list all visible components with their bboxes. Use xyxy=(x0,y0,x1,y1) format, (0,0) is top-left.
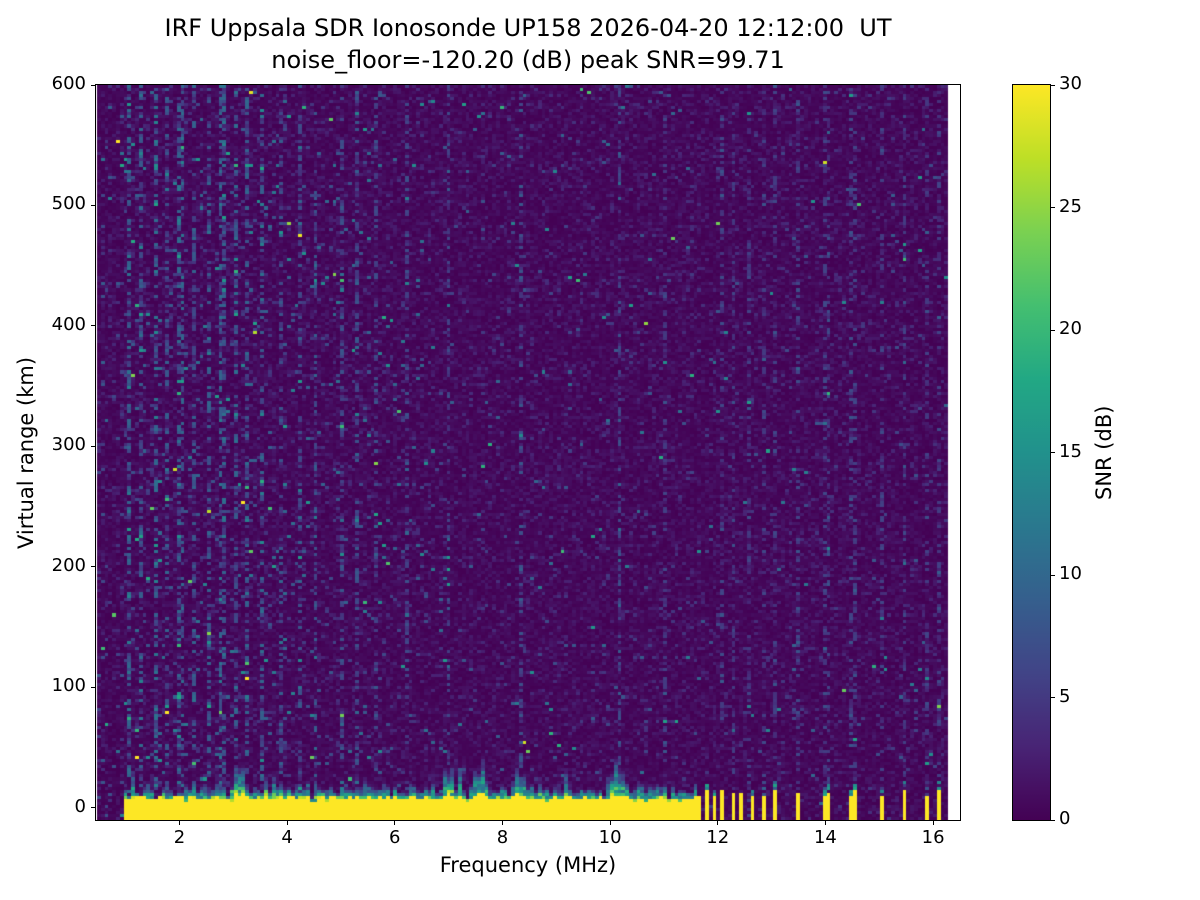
x-tick xyxy=(286,821,288,825)
x-tick xyxy=(178,821,180,825)
x-tick xyxy=(932,821,934,825)
y-tick xyxy=(91,807,95,809)
x-tick-label: 2 xyxy=(173,827,186,848)
colorbar-tick-label: 10 xyxy=(1059,563,1082,584)
x-tick xyxy=(824,821,826,825)
y-tick-label: 300 xyxy=(51,434,86,456)
colorbar-tick-label: 15 xyxy=(1059,440,1082,462)
x-tick-label: 14 xyxy=(813,827,837,848)
x-tick-label: 10 xyxy=(598,827,622,848)
colorbar-label: SNR (dB) xyxy=(1092,405,1116,500)
colorbar-tick xyxy=(1051,574,1055,576)
y-tick-label: 600 xyxy=(51,73,86,94)
colorbar-tick-label: 20 xyxy=(1059,318,1082,339)
y-tick-label: 400 xyxy=(51,313,86,335)
x-axis-label: Frequency (MHz) xyxy=(439,853,617,877)
colorbar-tick xyxy=(1051,697,1055,698)
colorbar-tick-label: 30 xyxy=(1059,73,1082,94)
y-tick xyxy=(91,204,95,206)
colorbar-tick-label: 0 xyxy=(1059,808,1071,829)
y-tick xyxy=(91,84,95,86)
x-tick-label: 6 xyxy=(389,827,401,848)
y-tick-label: 200 xyxy=(51,554,86,576)
colorbar-tick-label: 25 xyxy=(1059,195,1082,217)
chart-subtitle: noise_floor=-120.20 (dB) peak SNR=99.71 xyxy=(271,46,785,74)
y-tick xyxy=(91,445,95,447)
colorbar-tick xyxy=(1051,452,1055,453)
x-tick-label: 12 xyxy=(706,827,730,848)
colorbar-tick-label: 5 xyxy=(1059,685,1071,707)
x-tick-label: 8 xyxy=(496,827,509,848)
snr-heatmap-canvas xyxy=(96,85,960,820)
x-tick xyxy=(501,821,503,825)
chart-title: IRF Uppsala SDR Ionosonde UP158 2026-04-… xyxy=(164,14,892,42)
x-tick-label: 16 xyxy=(921,827,945,848)
y-tick xyxy=(91,686,95,688)
x-tick xyxy=(394,821,396,825)
y-tick-label: 500 xyxy=(51,193,86,215)
colorbar-tick xyxy=(1051,819,1055,821)
x-tick xyxy=(717,821,719,825)
colorbar-tick xyxy=(1051,329,1055,331)
colorbar-tick xyxy=(1051,207,1055,208)
colorbar xyxy=(1012,84,1051,821)
x-tick xyxy=(609,821,611,825)
plot-area xyxy=(95,84,961,821)
colorbar-tick xyxy=(1051,84,1055,86)
x-tick-label: 4 xyxy=(281,827,293,848)
y-tick xyxy=(91,566,95,568)
y-tick-label: 100 xyxy=(51,675,86,697)
y-tick xyxy=(91,325,95,327)
y-tick-label: 0 xyxy=(74,795,86,817)
